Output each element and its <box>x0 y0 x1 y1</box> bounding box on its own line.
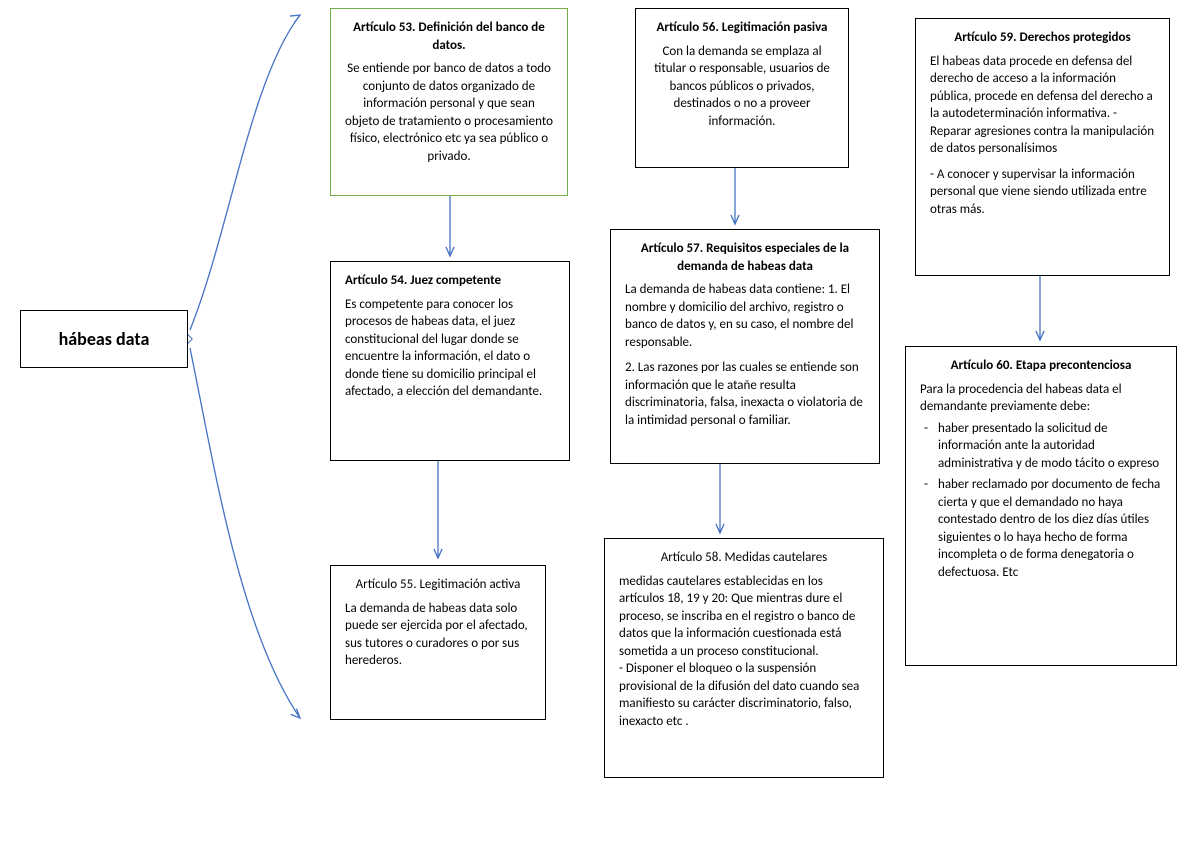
box-a59: Artículo 59. Derechos protegidos El habe… <box>915 18 1170 276</box>
a59-title: Artículo 59. Derechos protegidos <box>930 29 1155 47</box>
a58-title: Artículo 58. Medidas cautelares <box>619 549 869 567</box>
box-a57: Artículo 57. Requisitos especiales de la… <box>610 229 880 464</box>
a60-lead: Para la procedencia del habeas data el d… <box>920 381 1162 416</box>
a59-body2: - A conocer y supervisar la información … <box>930 166 1155 219</box>
a57-body1: La demanda de habeas data contiene: 1. E… <box>625 281 865 351</box>
a53-body: Se entiende por banco de datos a todo co… <box>345 60 553 165</box>
box-a53: Artículo 53. Definición del banco de dat… <box>330 8 568 196</box>
a56-body: Con la demanda se emplaza al titular o r… <box>650 43 834 131</box>
a56-title: Artículo 56. Legitimación pasiva <box>650 19 834 37</box>
a55-body: La demanda de habeas data solo puede ser… <box>345 600 531 670</box>
root-node: hábeas data <box>20 310 188 368</box>
a60-item-0: haber presentado la solicitud de informa… <box>920 420 1162 473</box>
root-label: hábeas data <box>59 328 150 350</box>
a58-body: medidas cautelares establecidas en los a… <box>619 573 869 731</box>
box-a55: Artículo 55. Legitimación activa La dema… <box>330 565 546 720</box>
a59-body1: El habeas data procede en defensa del de… <box>930 53 1155 158</box>
a54-body: Es competente para conocer los procesos … <box>345 296 555 401</box>
a53-title: Artículo 53. Definición del banco de dat… <box>345 19 553 54</box>
a60-item-1: haber reclamado por documento de fecha c… <box>920 476 1162 581</box>
root-curve-down <box>190 348 300 718</box>
a55-title: Artículo 55. Legitimación activa <box>345 576 531 594</box>
a57-title: Artículo 57. Requisitos especiales de la… <box>625 240 865 275</box>
root-curve-up <box>190 15 300 330</box>
a60-list: haber presentado la solicitud de informa… <box>920 420 1162 582</box>
box-a56: Artículo 56. Legitimación pasiva Con la … <box>635 8 849 168</box>
box-a58: Artículo 58. Medidas cautelares medidas … <box>604 538 884 778</box>
a60-title: Artículo 60. Etapa precontenciosa <box>920 357 1162 375</box>
box-a60: Artículo 60. Etapa precontenciosa Para l… <box>905 346 1177 666</box>
a57-body2: 2. Las razones por las cuales se entiend… <box>625 359 865 429</box>
box-a54: Artículo 54. Juez competente Es competen… <box>330 261 570 461</box>
a54-title: Artículo 54. Juez competente <box>345 272 555 290</box>
